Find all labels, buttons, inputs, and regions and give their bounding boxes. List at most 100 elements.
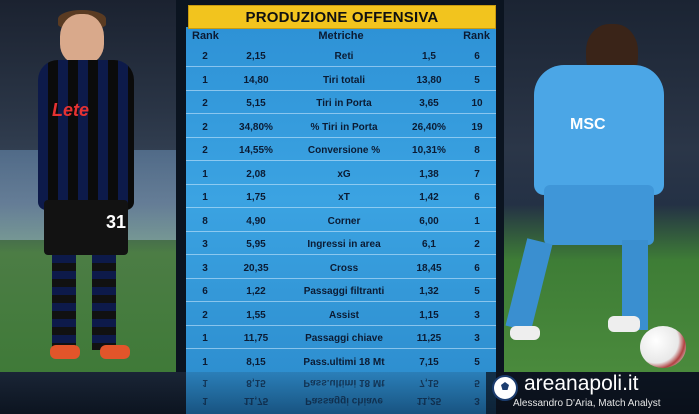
metric-name-cell: % Tiri in Porta [310,121,378,133]
value-right-cell: 7,15 [419,356,439,368]
table-row: 1 8,15 Pass.ultimi 18 Mt 7,15 5 [186,350,496,373]
rank-right-cell: 6 [474,192,480,203]
value-right-cell: 1,15 [419,309,439,321]
value-right-cell: 10,31% [412,145,446,156]
rank-right-cell: 5 [474,74,480,86]
table-row: 8 4,90 Corner 6,00 1 [186,209,496,232]
reflected-row: 1 8,15 Pass.ultimi 18 Mt 7,15 5 [186,374,496,390]
table-row: 2 2,15 Reti 1,5 6 [186,44,496,67]
header-rank-right: Rank [463,30,490,42]
value-right-cell: 1,32 [419,286,439,297]
rank-left-cell: 2 [202,309,208,321]
rank-right-cell: 5 [474,286,480,297]
row-divider [186,160,496,161]
row-divider [186,277,496,279]
row-divider [186,254,496,255]
reflected-row: 1 11,75 Passaggi chiave 11,25 3 [186,392,496,408]
metric-name-cell: Corner [327,215,361,227]
player-leg [92,255,116,350]
row-divider [186,136,496,138]
value-right-cell: 3,65 [419,98,439,109]
metric-name-cell: Passaggi filtranti [303,286,385,297]
value-right-cell: 11,25 [416,333,442,344]
rank-left-cell: 1 [202,356,208,368]
row-divider [186,301,496,302]
value-left-cell: 1,55 [246,309,266,321]
rank-right-cell: 19 [471,121,483,133]
player-head [60,14,104,64]
rank-right-cell: 1 [474,215,480,227]
value-left-cell: 14,55% [239,145,273,156]
table-row: 2 34,80% % Tiri in Porta 26,40% 19 [186,115,496,138]
table-header: Rank Metriche Rank [186,28,496,44]
value-right-cell: 1,5 [422,51,436,62]
table-title: PRODUZIONE OFFENSIVA [245,8,439,26]
table-row: 1 11,75 Passaggi chiave 11,25 3 [186,326,496,349]
rank-left-cell: 3 [202,262,208,274]
rank-left-cell: 8 [202,215,208,227]
value-left-cell: 20,35 [243,262,269,274]
value-right-cell: 6,00 [419,215,439,227]
reflected-cell: 8,15 [246,377,266,388]
metric-name-cell: Cross [329,262,359,274]
row-divider [186,348,496,349]
rank-left-cell: 3 [202,239,208,250]
rank-left-cell: 2 [202,98,208,109]
metric-name-cell: Tiri totali [322,74,366,86]
table-row: 3 20,35 Cross 18,45 6 [186,256,496,279]
table-row: 6 1,22 Passaggi filtranti 1,32 5 [186,279,496,302]
value-left-cell: 5,15 [246,98,266,109]
reflected-cell: Pass.ultimi 18 Mt [303,377,385,388]
right-player-photo: MSC [504,0,699,372]
rank-right-cell: 7 [474,168,480,180]
rank-left-cell: 1 [202,192,208,203]
football-icon [640,326,686,368]
rank-right-cell: 6 [474,262,480,274]
table-title-bar: PRODUZIONE OFFENSIVA [188,5,496,29]
rank-right-cell: 5 [474,356,480,368]
player-shoe [608,316,640,332]
table-row: 2 5,15 Tiri in Porta 3,65 10 [186,91,496,114]
player-leg [622,240,648,330]
value-right-cell: 1,42 [419,192,439,203]
reflected-table [186,372,496,414]
left-player-photo: Lete 31 [0,0,176,372]
row-divider [186,324,496,326]
value-right-cell: 18,45 [416,262,442,274]
player-leg [505,238,553,332]
rank-right-cell: 6 [474,51,480,62]
row-divider [186,66,496,67]
player-shorts [544,185,654,245]
row-divider [186,89,496,91]
jersey-sponsor: MSC [570,116,606,133]
table-row: 1 2,08 xG 1,38 7 [186,162,496,185]
table-row: 1 1,75 xT 1,42 6 [186,185,496,208]
metric-name-cell: Ingressi in area [307,239,381,250]
rank-right-cell: 3 [474,309,480,321]
table-row: 2 1,55 Assist 1,15 3 [186,303,496,326]
value-left-cell: 1,22 [246,286,266,297]
value-right-cell: 6,1 [422,239,436,250]
site-name: areanapoli.it [524,372,639,395]
rank-left-cell: 1 [202,333,208,344]
value-left-cell: 2,08 [246,168,266,180]
value-right-cell: 13,80 [416,74,442,86]
reflected-cell: 7,15 [419,377,439,388]
metric-name-cell: Tiri in Porta [316,98,372,109]
value-left-cell: 8,15 [246,356,266,368]
reflected-cell: 11,75 [243,395,269,406]
rank-left-cell: 2 [202,145,208,156]
rank-left-cell: 2 [202,51,208,62]
metric-name-cell: xG [337,168,351,180]
rank-left-cell: 1 [202,74,208,86]
player-jersey [534,65,664,195]
metric-name-cell: Conversione % [307,145,381,156]
value-left-cell: 1,75 [246,192,266,203]
value-left-cell: 4,90 [246,215,266,227]
soccer-ball-icon [492,375,518,401]
shirt-number: 31 [106,212,127,232]
reflected-cell: 11,25 [416,395,442,406]
reflected-cell: 1 [202,395,208,406]
branding-box [486,372,699,414]
player-shoe [100,345,130,359]
